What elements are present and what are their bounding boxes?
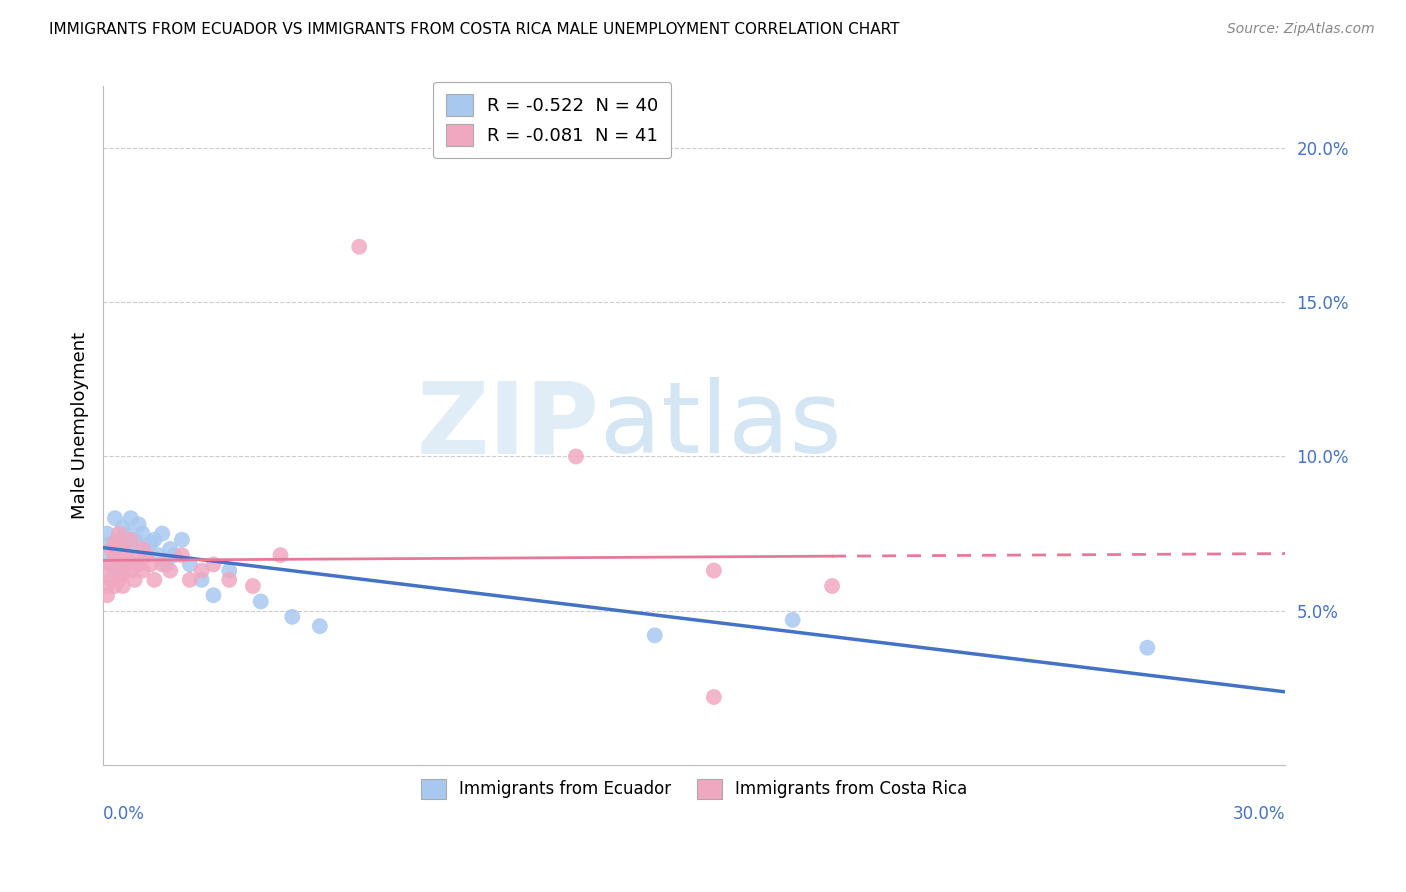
Text: ZIP: ZIP xyxy=(416,377,599,475)
Point xyxy=(242,579,264,593)
Point xyxy=(100,558,122,572)
Point xyxy=(111,541,134,556)
Point xyxy=(108,558,131,572)
Point xyxy=(150,558,173,572)
Point xyxy=(139,558,162,572)
Point xyxy=(150,526,173,541)
Point xyxy=(148,548,170,562)
Point xyxy=(108,573,131,587)
Point xyxy=(349,240,371,254)
Point xyxy=(143,573,166,587)
Point xyxy=(159,541,181,556)
Point xyxy=(100,558,122,572)
Point xyxy=(111,541,134,556)
Point xyxy=(821,579,844,593)
Point xyxy=(128,558,150,572)
Point xyxy=(104,536,127,550)
Point xyxy=(131,564,153,578)
Point xyxy=(115,558,138,572)
Point xyxy=(111,520,134,534)
Text: Source: ZipAtlas.com: Source: ZipAtlas.com xyxy=(1227,22,1375,37)
Point xyxy=(170,548,193,562)
Point xyxy=(139,536,162,550)
Point xyxy=(143,533,166,547)
Point xyxy=(96,564,118,578)
Point xyxy=(115,526,138,541)
Point xyxy=(190,564,212,578)
Point xyxy=(202,588,225,602)
Point xyxy=(131,541,153,556)
Point xyxy=(131,541,153,556)
Point xyxy=(111,566,134,581)
Legend: Immigrants from Ecuador, Immigrants from Costa Rica: Immigrants from Ecuador, Immigrants from… xyxy=(413,771,976,807)
Point xyxy=(120,533,142,547)
Point xyxy=(111,579,134,593)
Point xyxy=(108,533,131,547)
Point xyxy=(644,628,666,642)
Point xyxy=(202,558,225,572)
Point xyxy=(163,548,186,562)
Point xyxy=(100,536,122,550)
Point xyxy=(1136,640,1159,655)
Point xyxy=(131,526,153,541)
Point xyxy=(104,564,127,578)
Point xyxy=(281,610,304,624)
Point xyxy=(124,533,146,547)
Point xyxy=(135,548,157,562)
Point xyxy=(269,548,291,562)
Point xyxy=(218,573,240,587)
Point xyxy=(100,573,122,587)
Point xyxy=(108,526,131,541)
Point xyxy=(96,588,118,602)
Point xyxy=(104,548,127,562)
Point xyxy=(100,541,122,556)
Point xyxy=(703,690,725,704)
Point xyxy=(96,579,118,593)
Point xyxy=(135,548,157,562)
Point xyxy=(249,594,271,608)
Point xyxy=(218,564,240,578)
Point xyxy=(111,558,134,572)
Point xyxy=(179,573,201,587)
Point xyxy=(565,450,588,464)
Point xyxy=(120,536,142,550)
Y-axis label: Male Unemployment: Male Unemployment xyxy=(72,332,89,519)
Text: atlas: atlas xyxy=(599,377,841,475)
Text: IMMIGRANTS FROM ECUADOR VS IMMIGRANTS FROM COSTA RICA MALE UNEMPLOYMENT CORRELAT: IMMIGRANTS FROM ECUADOR VS IMMIGRANTS FR… xyxy=(49,22,900,37)
Point xyxy=(115,548,138,562)
Point xyxy=(308,619,330,633)
Point xyxy=(96,548,118,562)
Point xyxy=(124,558,146,572)
Text: 0.0%: 0.0% xyxy=(103,805,145,823)
Point xyxy=(96,526,118,541)
Point xyxy=(159,564,181,578)
Point xyxy=(115,548,138,562)
Point xyxy=(155,558,177,572)
Point xyxy=(179,558,201,572)
Point xyxy=(190,573,212,587)
Point xyxy=(124,573,146,587)
Point xyxy=(124,551,146,566)
Point xyxy=(120,511,142,525)
Text: 30.0%: 30.0% xyxy=(1233,805,1285,823)
Point xyxy=(104,511,127,525)
Point xyxy=(782,613,804,627)
Point xyxy=(108,548,131,562)
Point xyxy=(120,564,142,578)
Point xyxy=(170,533,193,547)
Point xyxy=(703,564,725,578)
Point xyxy=(128,517,150,532)
Point xyxy=(104,579,127,593)
Point xyxy=(104,541,127,556)
